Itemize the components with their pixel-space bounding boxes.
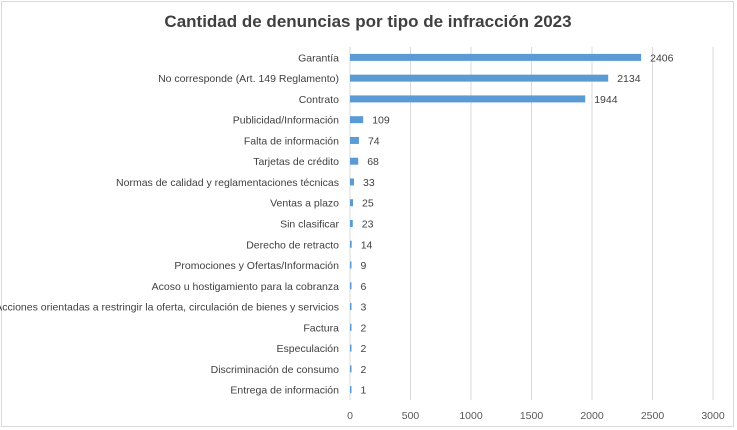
bar [350, 136, 359, 144]
category-label: No corresponde (Art. 149 Reglamento) [158, 73, 339, 85]
bar [350, 365, 352, 373]
data-label: 1944 [594, 94, 618, 106]
category-label: Garantía [298, 52, 339, 64]
category-label: Sin clasificar [280, 219, 339, 231]
gridlines [349, 47, 714, 400]
data-label: 68 [367, 156, 379, 168]
data-label: 33 [363, 177, 375, 189]
category-labels: Garantía No corresponde (Art. 149 Reglame… [0, 52, 340, 396]
category-label: Acoso u hostigamiento para la cobranza [152, 281, 340, 293]
x-axis-ticks: 0 500 1000 1500 2000 2500 3000 [347, 410, 725, 422]
bar [350, 95, 586, 103]
bar [350, 199, 354, 207]
data-label: 14 [361, 239, 373, 251]
category-label: Tarjetas de crédito [253, 156, 339, 168]
bar [350, 53, 642, 61]
data-label: 2134 [617, 73, 641, 85]
data-label: 2 [361, 322, 367, 334]
category-label: Contrato [299, 94, 339, 106]
category-label: Falta de información [244, 135, 339, 147]
category-label: Ventas a plazo [270, 198, 339, 210]
bar [350, 303, 352, 311]
bar [350, 282, 352, 290]
category-label: Acciones orientadas a restringir la ofer… [0, 302, 339, 314]
x-tick-label: 0 [347, 410, 353, 422]
category-label: Especulación [277, 343, 340, 355]
bar [350, 157, 359, 165]
bars [350, 53, 642, 394]
bar [350, 240, 352, 248]
category-label: Normas de calidad y reglamentaciones téc… [116, 177, 339, 189]
bar [350, 220, 353, 227]
data-label: 3 [361, 302, 367, 314]
x-tick-label: 2000 [580, 410, 604, 422]
data-label: 2406 [650, 52, 674, 64]
x-tick-label: 3000 [701, 410, 725, 422]
data-label: 2 [361, 343, 367, 355]
data-label: 74 [368, 135, 380, 147]
x-tick-label: 2500 [641, 410, 665, 422]
data-label: 2 [361, 364, 367, 376]
chart-title: Cantidad de denuncias por tipo de infrac… [164, 12, 571, 31]
category-label: Derecho de retracto [246, 239, 339, 251]
bar [350, 261, 352, 269]
category-label: Promociones y Ofertas/Información [174, 260, 339, 272]
data-label: 23 [362, 219, 374, 231]
category-label: Discriminación de consumo [211, 364, 340, 376]
x-tick-label: 1000 [459, 410, 483, 422]
category-label: Factura [303, 322, 339, 334]
x-tick-label: 500 [402, 410, 420, 422]
x-tick-label: 1500 [520, 410, 544, 422]
data-label: 1 [361, 385, 367, 397]
bar [350, 386, 352, 394]
bar [350, 178, 354, 186]
data-label: 109 [372, 115, 390, 127]
data-labels: 2406 2134 1944 109 74 68 33 25 23 14 9 6 3 2 2 2 1 [361, 52, 674, 396]
bar [350, 74, 609, 82]
bar [350, 116, 364, 124]
category-label: Entrega de información [230, 385, 339, 397]
bar [350, 323, 352, 331]
data-label: 6 [361, 281, 367, 293]
data-label: 9 [361, 260, 367, 272]
bar [350, 344, 352, 352]
category-label: Publicidad/Información [233, 115, 339, 127]
data-label: 25 [362, 198, 374, 210]
